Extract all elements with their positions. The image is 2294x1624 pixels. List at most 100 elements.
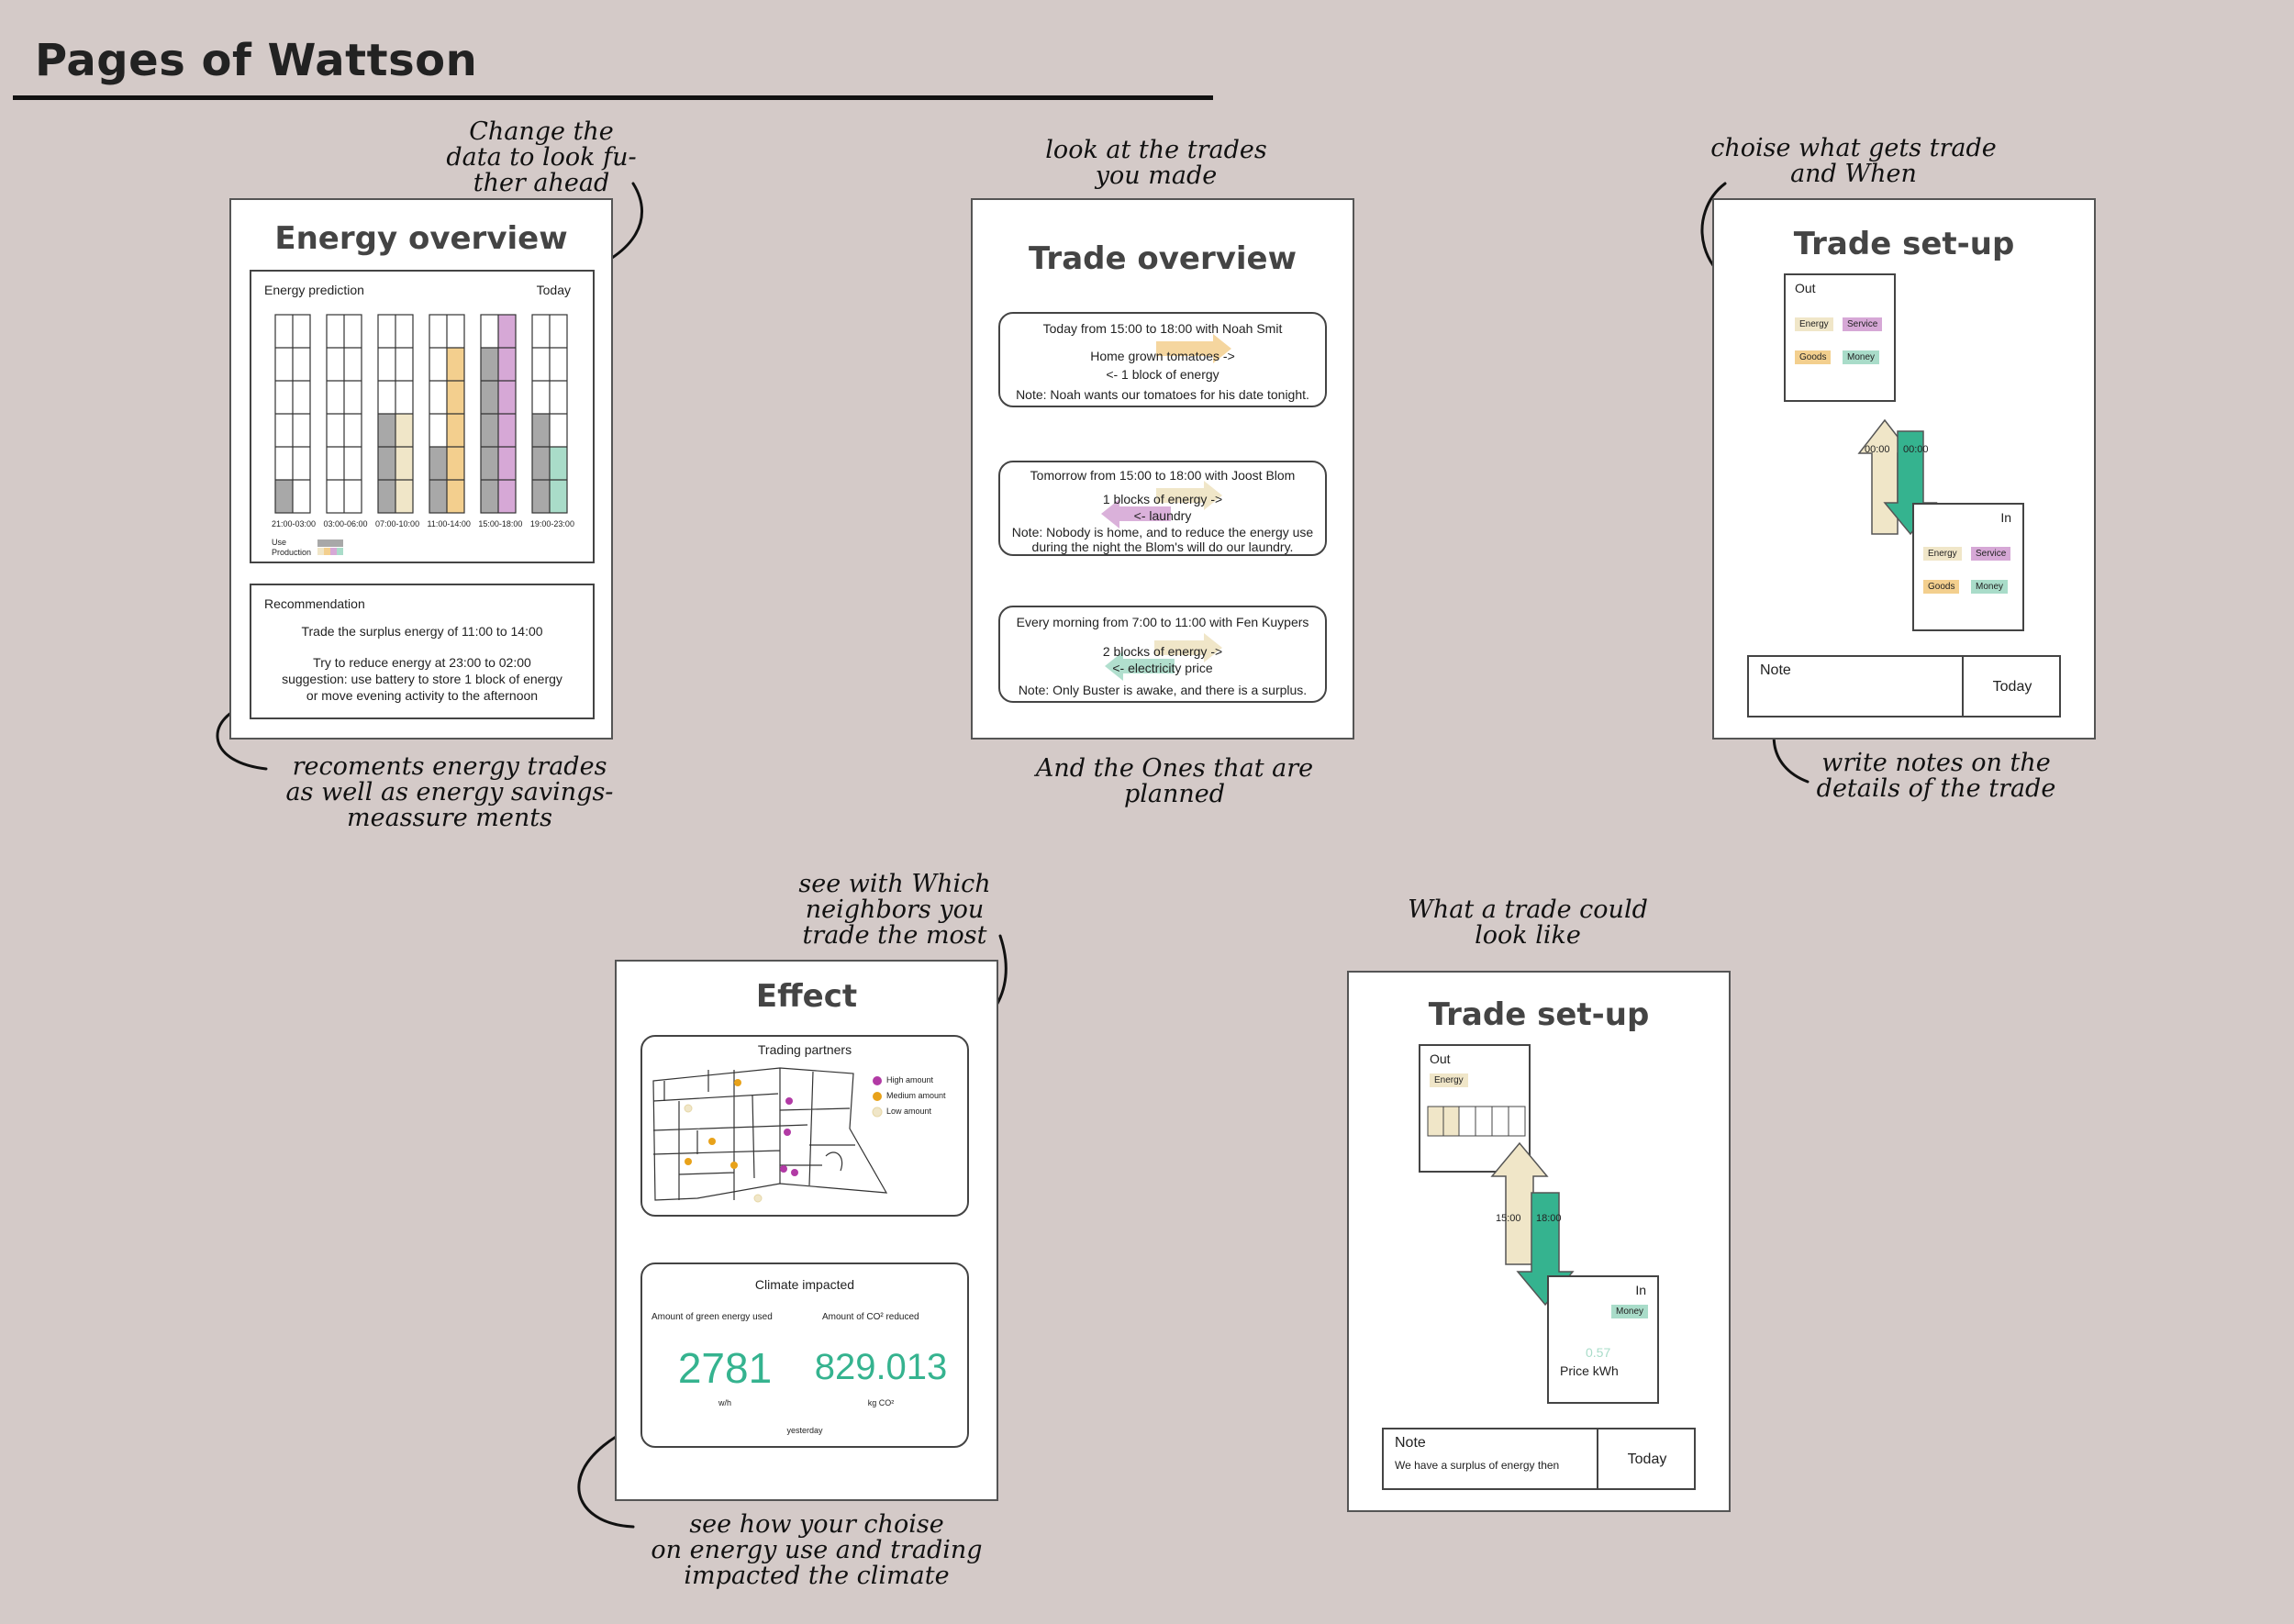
legend-use-swatch (317, 539, 343, 547)
impact-period[interactable]: yesterday (786, 1426, 823, 1435)
annotation-effect-bottom: see how your choise on energy use and tr… (651, 1510, 983, 1590)
tag-service[interactable]: Service (1971, 547, 2011, 561)
co2-value: 829.013 (814, 1347, 948, 1387)
energy-bar-grid (274, 314, 568, 514)
trading-partners-title: Trading partners (757, 1042, 852, 1057)
trade-setup-card: Trade set-up Out Energy Service Goods Mo… (1712, 198, 2096, 740)
tag-energy[interactable]: Energy (1795, 317, 1833, 331)
note-date[interactable]: Today (1992, 679, 2032, 695)
recommendation-line-1: Trade the surplus energy of 11:00 to 14:… (301, 624, 543, 639)
example-out-tag[interactable]: Energy (1430, 1073, 1468, 1087)
trade-in-label: In (2000, 510, 2011, 525)
example-in-tag[interactable]: Money (1610, 1305, 1648, 1318)
legend-use: Use (272, 538, 287, 547)
price-value[interactable]: 0.57 (1586, 1345, 1611, 1360)
trade-3-arrows (1105, 633, 1222, 681)
energy-column-3 (378, 414, 413, 513)
example-note-date[interactable]: Today (1627, 1452, 1667, 1467)
trade-1-heading: Today from 15:00 to 18:00 with Noah Smit (1042, 321, 1283, 336)
trading-partners-panel: Trading partners High amount Medium amou… (640, 1035, 969, 1217)
tag-money[interactable]: Money (1843, 350, 1880, 364)
energy-legend: Use Production (272, 538, 311, 558)
recommendation-line-2: Try to reduce energy at 23:00 to 02:00 (313, 655, 531, 670)
trade-3-note: Note: Only Buster is awake, and there is… (1018, 683, 1308, 697)
trade-setup-note-field[interactable]: Note Today (1747, 655, 2061, 717)
recommendation-label: Recommendation (264, 596, 365, 611)
legend-production: Production (272, 548, 312, 557)
trade-3-receive: <- electricity price (1112, 661, 1213, 675)
energy-time-labels: 21:00-03:00 03:00-06:00 07:00-10:00 11:0… (272, 519, 574, 528)
example-in-box[interactable]: In Money 0.57 Price kWh (1547, 1275, 1659, 1404)
example-time-right[interactable]: 18:00 (1536, 1213, 1562, 1224)
energy-prediction-label[interactable]: Energy prediction (264, 283, 364, 297)
example-out-label: Out (1430, 1051, 1451, 1066)
tag-money[interactable]: Money (1971, 580, 2009, 594)
trade-2-receive: <- laundry (1133, 508, 1192, 523)
annotation-example-top: What a trade could look like (1408, 895, 1648, 950)
annotation-effect-top: see with Which neighbors you trade the m… (798, 870, 991, 950)
trade-example-card: Trade set-up Out Energy 15:00 18:00 In M… (1347, 971, 1731, 1512)
example-time-left[interactable]: 15:00 (1496, 1213, 1521, 1224)
page-title: Pages of Wattson (35, 35, 478, 86)
annotation-setup-bottom: write notes on the details of the trade (1816, 749, 2056, 803)
time-label-6: 19:00-23:00 (529, 519, 574, 528)
time-label-1: 21:00-03:00 (272, 519, 317, 528)
trade-3-give: 2 blocks of energy -> (1102, 644, 1223, 659)
trade-1-note: Note: Noah wants our tomatoes for his da… (1016, 387, 1309, 402)
tag-goods[interactable]: Goods (1795, 350, 1832, 364)
effect-title: Effect (755, 978, 858, 1015)
example-in-label: In (1635, 1283, 1646, 1297)
example-out-box[interactable]: Out Energy (1419, 1044, 1531, 1173)
trade-3-heading: Every morning from 7:00 to 11:00 with Fe… (1016, 615, 1309, 629)
trade-setup-title: Trade set-up (1793, 226, 2015, 262)
recommendation-line-4: or move evening activity to the afternoo… (306, 688, 539, 703)
annotation-energy-bottom: recoments energy trades as well as energ… (285, 752, 614, 832)
annotation-energy-top: Change the data to look fu- ther ahead (446, 117, 637, 197)
note-label: Note (1760, 662, 1791, 678)
trade-1-arrows (1156, 334, 1231, 363)
trade-setup-time-left[interactable]: 00:00 (1865, 444, 1890, 455)
trade-overview-card: Trade overview Today from 15:00 to 18:00… (971, 198, 1354, 740)
annotation-trade-bottom: And the Ones that are planned (1035, 754, 1314, 808)
time-label-4: 11:00-14:00 (427, 519, 471, 528)
legend-medium: Medium amount (886, 1091, 946, 1100)
example-note-field[interactable]: Note We have a surplus of energy then To… (1382, 1428, 1696, 1490)
time-label-2: 03:00-06:00 (323, 519, 368, 528)
annotation-trade-top: look at the trades you made (1045, 136, 1267, 190)
co2-unit: kg CO² (867, 1398, 895, 1407)
trade-1-give: Home grown tomatoes -> (1090, 349, 1235, 363)
energy-prediction-date[interactable]: Today (536, 283, 571, 297)
trade-out-box[interactable]: Out Energy Service Goods Money (1784, 273, 1896, 402)
tag-goods[interactable]: Goods (1923, 580, 1960, 594)
climate-impact-panel: Climate impacted Amount of green energy … (640, 1262, 969, 1448)
energy-column-1 (275, 480, 293, 513)
legend-low: Low amount (886, 1107, 932, 1116)
trade-in-box[interactable]: In Energy Service Goods Money (1912, 503, 2024, 631)
trade-setup-arrows (1857, 418, 1938, 536)
energy-overview-title: Energy overview (274, 220, 568, 257)
trade-example-title: Trade set-up (1428, 996, 1650, 1033)
co2-label: Amount of CO² reduced (822, 1312, 919, 1322)
trade-2-arrows (1101, 481, 1222, 528)
example-note-label: Note (1395, 1435, 1426, 1451)
neighborhood-map[interactable] (642, 1037, 971, 1218)
trade-out-label: Out (1795, 281, 1816, 295)
trade-2-note-line-2: during the night the Blom's will do our … (1031, 539, 1294, 554)
green-energy-value: 2781 (677, 1344, 773, 1392)
trade-2-note-line-1: Note: Nobody is home, and to reduce the … (1011, 525, 1314, 539)
trade-item-2[interactable]: Tomorrow from 15:00 to 18:00 with Joost … (998, 461, 1327, 556)
annotation-setup-top: choise what gets trade and When (1710, 134, 1997, 188)
energy-prediction-panel: Energy prediction Today (250, 270, 595, 563)
recommendation-panel: Recommendation Trade the surplus energy … (250, 584, 595, 719)
trade-item-3[interactable]: Every morning from 7:00 to 11:00 with Fe… (998, 606, 1327, 703)
note-divider (1962, 657, 1964, 716)
trade-item-1[interactable]: Today from 15:00 to 18:00 with Noah Smit… (998, 312, 1327, 407)
tag-energy[interactable]: Energy (1923, 547, 1962, 561)
title-underline (13, 95, 1213, 100)
green-energy-label: Amount of green energy used (651, 1312, 773, 1322)
tag-service[interactable]: Service (1843, 317, 1883, 331)
energy-overview-card: Energy overview Energy prediction Today (229, 198, 613, 740)
trade-setup-time-right[interactable]: 00:00 (1903, 444, 1929, 455)
effect-card: Effect Trading partners High amount Medi… (615, 960, 998, 1501)
time-label-3: 07:00-10:00 (375, 519, 420, 528)
